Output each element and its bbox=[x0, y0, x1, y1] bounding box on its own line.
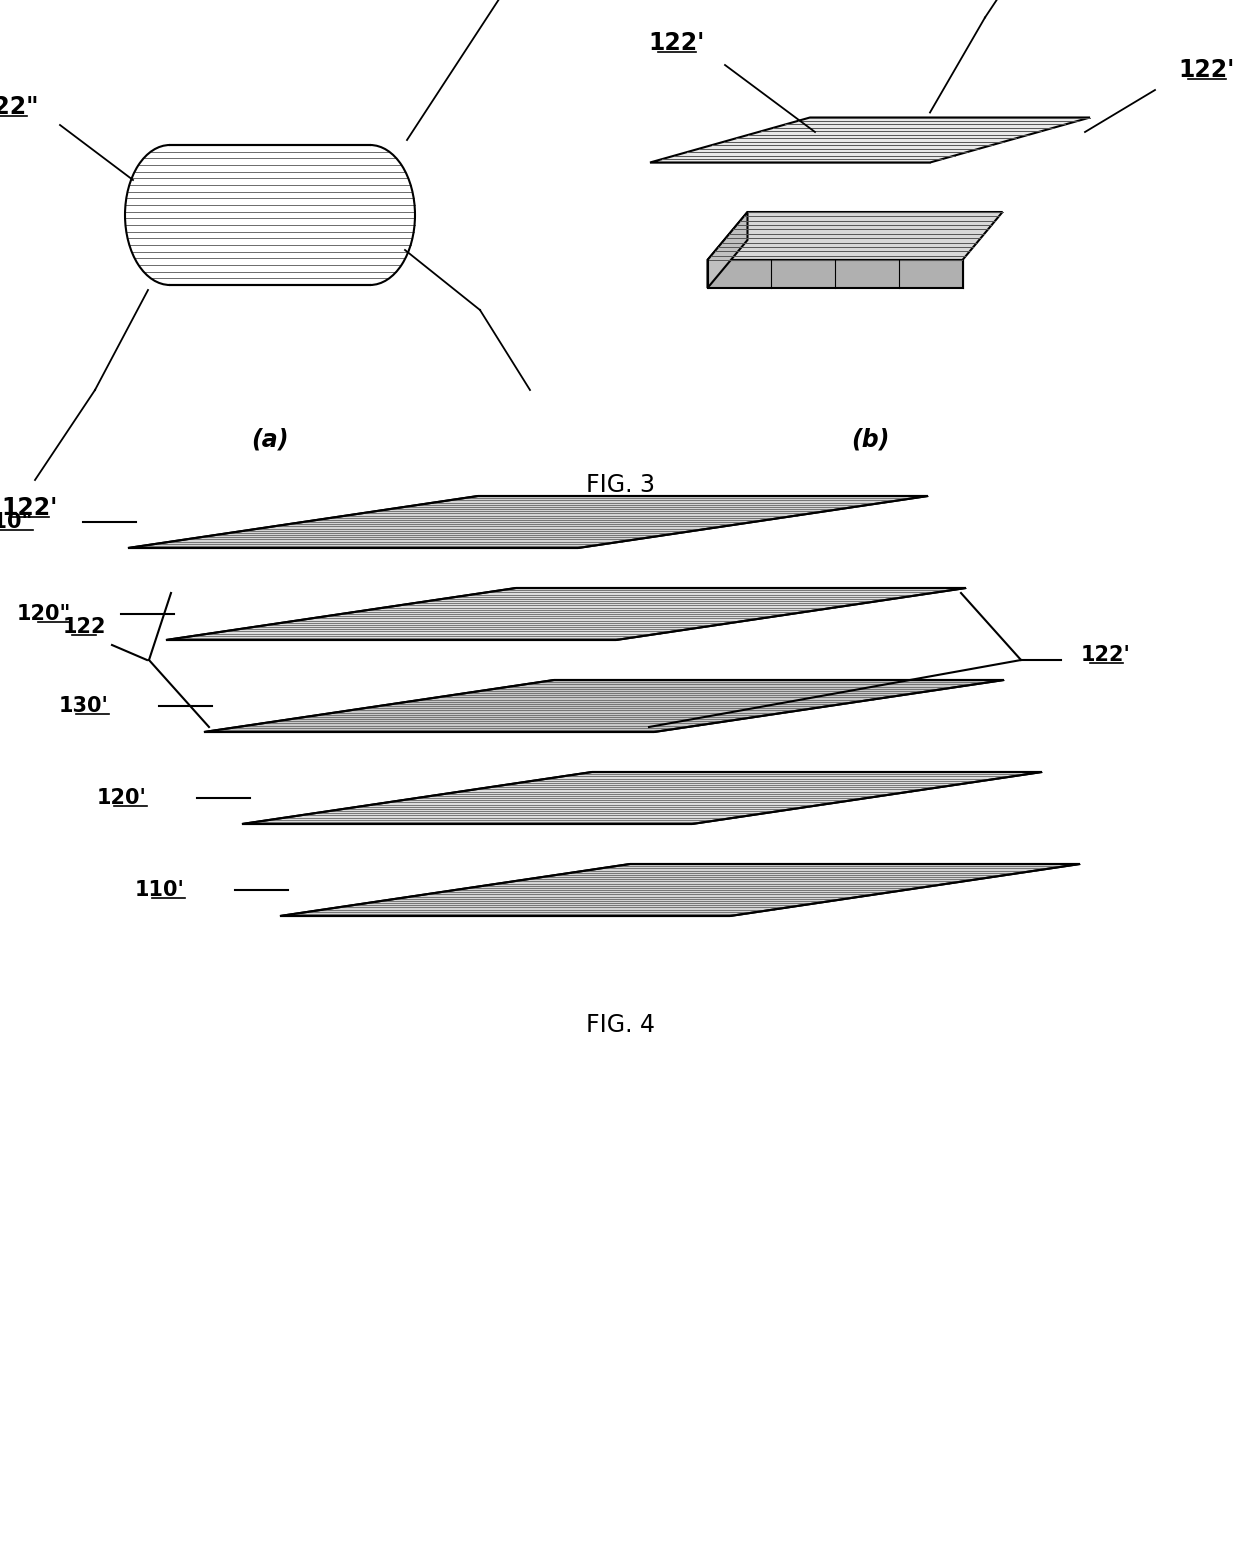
Text: (a): (a) bbox=[252, 428, 289, 453]
Text: 122': 122' bbox=[1081, 645, 1131, 666]
Polygon shape bbox=[708, 211, 1002, 260]
Text: 110': 110' bbox=[135, 880, 185, 900]
Text: FIG. 4: FIG. 4 bbox=[585, 1012, 655, 1037]
Text: 122': 122' bbox=[649, 31, 706, 54]
Polygon shape bbox=[708, 260, 962, 288]
Text: FIG. 3: FIG. 3 bbox=[585, 473, 655, 498]
Polygon shape bbox=[242, 771, 1042, 824]
Polygon shape bbox=[166, 588, 966, 641]
Text: 122: 122 bbox=[62, 617, 105, 638]
Text: 122': 122' bbox=[1, 496, 58, 519]
Polygon shape bbox=[708, 211, 748, 288]
Polygon shape bbox=[128, 496, 928, 547]
Polygon shape bbox=[280, 865, 1080, 916]
Text: 110": 110" bbox=[0, 512, 33, 532]
Text: (b): (b) bbox=[851, 428, 889, 453]
Text: 130': 130' bbox=[60, 697, 109, 715]
Polygon shape bbox=[205, 680, 1004, 732]
Polygon shape bbox=[650, 118, 1090, 163]
Text: 122': 122' bbox=[1179, 58, 1235, 82]
Text: 122": 122" bbox=[0, 95, 38, 120]
Text: 120": 120" bbox=[16, 603, 71, 624]
Text: 120': 120' bbox=[97, 788, 148, 809]
